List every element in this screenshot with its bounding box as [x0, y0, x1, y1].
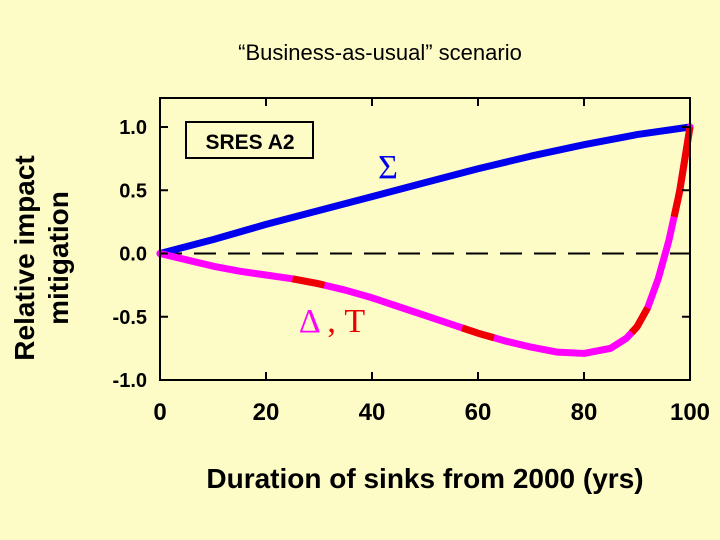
series-label-sigma: Σ — [378, 149, 398, 186]
series-accent-segment — [291, 275, 326, 289]
x-tick-label: 20 — [253, 399, 280, 426]
x-tick-label: 40 — [359, 399, 386, 426]
y-tick-label: -0.5 — [113, 307, 147, 329]
x-axis-label: Duration of sinks from 2000 (yrs) — [206, 463, 643, 494]
y-axis-label-line2: mitigation — [43, 191, 74, 325]
y-tick-label: -1.0 — [113, 370, 147, 392]
series-line-sigma — [156, 123, 694, 257]
series-accent-segment — [670, 126, 694, 218]
y-tick-label: 0.0 — [119, 244, 147, 266]
x-tick-label: 0 — [153, 399, 166, 426]
chart-title: “Business-as-usual” scenario — [238, 40, 522, 65]
annotation-box: SRES A2 — [185, 121, 314, 159]
annotation-label: SRES A2 — [205, 131, 294, 154]
series-line-delta-t — [156, 123, 694, 357]
plot-frame — [159, 97, 691, 381]
series-accent-segment — [629, 306, 651, 335]
x-tick-label: 60 — [465, 399, 492, 426]
x-tick-label: 80 — [571, 399, 598, 426]
series-accent-segment — [460, 324, 495, 342]
series-label-delta-t: Δ , T — [299, 303, 366, 340]
x-tick-label: 100 — [670, 399, 710, 426]
y-tick-label: 1.0 — [119, 117, 147, 139]
y-axis-label-line1: Relative impact — [9, 155, 40, 360]
y-tick-label: 0.5 — [119, 180, 147, 202]
